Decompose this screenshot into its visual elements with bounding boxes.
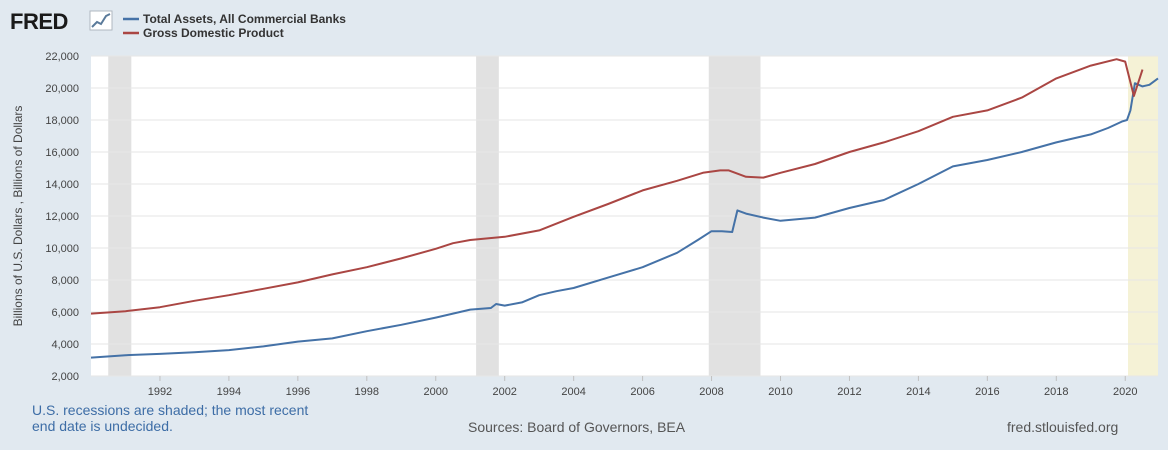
x-tick-label: 2008	[699, 386, 723, 398]
y-tick-label: 8,000	[51, 275, 79, 287]
legend-label-total-assets: Total Assets, All Commercial Banks	[143, 12, 346, 26]
recession-note-line1: U.S. recessions are shaded; the most rec…	[32, 402, 309, 418]
x-tick-label: 1998	[355, 386, 379, 398]
legend: Total Assets, All Commercial Banks Gross…	[123, 12, 346, 40]
y-tick-label: 18,000	[45, 115, 79, 127]
fred-logo-text: FRED	[10, 9, 68, 34]
x-tick-label: 1992	[148, 386, 172, 398]
y-tick-label: 4,000	[51, 339, 79, 351]
y-tick-label: 20,000	[45, 83, 79, 95]
legend-item-total-assets[interactable]: Total Assets, All Commercial Banks	[123, 12, 346, 26]
x-axis-ticks: 1992 1994 1996 1998 2000 2002 2004 2006 2008 2010…	[148, 376, 1137, 398]
y-axis-title: Billions of U.S. Dollars , Billions of D…	[11, 106, 25, 327]
series-line-total-assets[interactable]	[90, 77, 1159, 359]
x-tick-label: 2004	[561, 386, 585, 398]
y-axis-ticks: 2,000 4,000 6,000 8,000 10,000 12,000 14,000 16…	[45, 51, 79, 383]
x-tick-label: 2018	[1044, 386, 1068, 398]
site-link[interactable]: fred.stlouisfed.org	[1007, 419, 1119, 435]
y-tick-label: 16,000	[45, 147, 79, 159]
y-tick-label: 12,000	[45, 211, 79, 223]
y-tick-label: 10,000	[45, 243, 79, 255]
x-tick-label: 2012	[837, 386, 861, 398]
trend-chart-icon	[89, 10, 113, 31]
sources-text: Sources: Board of Governors, BEA	[468, 419, 686, 435]
x-tick-label: 2002	[492, 386, 516, 398]
x-tick-label: 2020	[1113, 386, 1137, 398]
gridlines	[91, 55, 1158, 377]
x-tick-label: 2000	[424, 386, 448, 398]
y-tick-label: 14,000	[45, 179, 79, 191]
recession-note: U.S. recessions are shaded; the most rec…	[32, 402, 332, 434]
y-tick-label: 6,000	[51, 307, 79, 319]
x-tick-label: 2016	[975, 386, 999, 398]
y-tick-label: 22,000	[45, 51, 79, 63]
series-lines	[90, 58, 1159, 359]
legend-item-gdp[interactable]: Gross Domestic Product	[123, 26, 284, 40]
recession-note-line2: end date is undecided.	[32, 418, 173, 434]
x-tick-label: 2006	[630, 386, 654, 398]
x-tick-label: 1996	[286, 386, 310, 398]
x-tick-label: 1994	[217, 386, 241, 398]
legend-label-gdp: Gross Domestic Product	[143, 26, 284, 40]
x-tick-label: 2014	[906, 386, 930, 398]
fred-logo[interactable]: FRED	[10, 9, 113, 34]
y-tick-label: 2,000	[51, 371, 79, 383]
series-line-gdp[interactable]	[90, 58, 1144, 315]
x-tick-label: 2010	[768, 386, 792, 398]
